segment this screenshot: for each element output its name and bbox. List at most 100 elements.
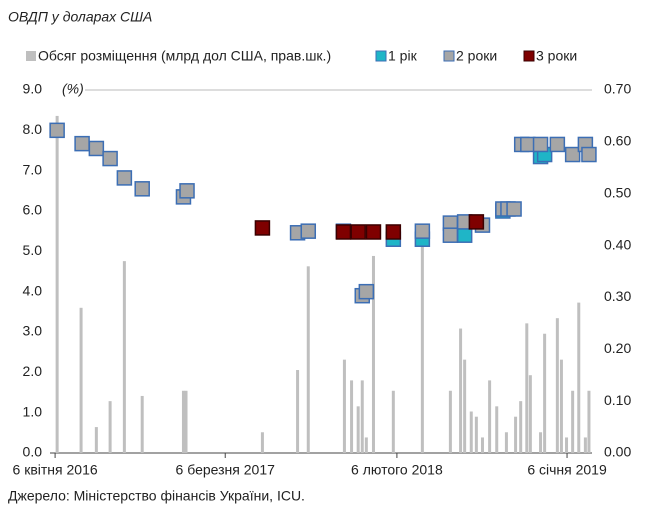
legend-label: 3 роки (536, 48, 577, 64)
point (88, 140, 105, 157)
y-tick-label: 3.0 (23, 323, 43, 339)
point (442, 227, 459, 243)
bar (463, 359, 467, 453)
bar (306, 266, 310, 453)
bar (342, 359, 346, 453)
bar (469, 411, 473, 453)
bar (296, 370, 300, 453)
y-tick-label: 5.0 (23, 242, 43, 258)
legend-label: 1 рік (388, 48, 418, 64)
y2-tick-label: 0.30 (604, 288, 631, 304)
y-tick-label: 9.0 (23, 81, 43, 97)
bar (140, 395, 144, 453)
bar (55, 115, 59, 453)
bar (480, 437, 484, 453)
legend-swatch (375, 50, 387, 62)
bar (371, 255, 375, 453)
point (300, 223, 317, 239)
point (506, 201, 522, 217)
x-tick-label: 6 січня 2019 (527, 462, 607, 478)
y-tick-label: 1.0 (23, 403, 43, 419)
y2-tick-label: 0.00 (604, 444, 631, 460)
bar (543, 333, 547, 453)
point (532, 136, 549, 153)
point (414, 223, 431, 239)
bar (260, 432, 264, 453)
bar (539, 432, 543, 453)
point (134, 181, 150, 197)
bar (79, 307, 83, 453)
bar (108, 401, 112, 453)
bar (559, 359, 563, 453)
point (564, 146, 581, 163)
y2-tick-label: 0.60 (604, 133, 631, 149)
bar (504, 432, 508, 453)
bar (356, 406, 360, 453)
bar (474, 416, 478, 453)
point (335, 224, 352, 240)
bar (360, 380, 364, 453)
bar (577, 302, 581, 453)
point (49, 122, 65, 139)
point (102, 150, 118, 167)
point (520, 136, 536, 153)
point (549, 136, 566, 153)
bar (555, 318, 559, 453)
x-tick-label: 6 квітня 2016 (13, 462, 98, 478)
point (74, 135, 90, 152)
bar (587, 390, 591, 453)
point (254, 220, 271, 236)
point (365, 224, 382, 240)
y-tick-label: 4.0 (23, 282, 43, 298)
bar (571, 390, 575, 453)
bar (391, 390, 395, 453)
y2-tick-label: 0.40 (604, 236, 631, 252)
point (358, 283, 375, 300)
y-axis-label: (%) (62, 81, 84, 97)
legend: Обсяг розміщення (млрд дол США, прав.шк.… (26, 48, 577, 64)
point (116, 170, 133, 186)
y-tick-label: 7.0 (23, 161, 43, 177)
y2-tick-label: 0.20 (604, 340, 631, 356)
bar (488, 380, 492, 453)
point (179, 183, 195, 199)
y2-tick-label: 0.10 (604, 392, 631, 408)
legend-swatch (523, 50, 535, 62)
y2-tick-label: 0.50 (604, 184, 631, 200)
bar (459, 328, 463, 453)
bar (519, 401, 523, 453)
bar (583, 437, 587, 453)
legend-swatch (26, 51, 36, 61)
bar (364, 437, 368, 453)
point (456, 227, 473, 243)
point (385, 224, 402, 240)
legend-label: 2 роки (456, 48, 497, 64)
bar (448, 390, 452, 453)
bar (184, 390, 188, 453)
y-tick-label: 6.0 (23, 202, 43, 218)
bar (528, 375, 532, 453)
bar (525, 323, 529, 453)
bar (94, 427, 98, 453)
point (581, 146, 597, 163)
source: Джерело: Міністерство фінансів України, … (8, 488, 305, 504)
chart-title: ОВДП у доларах США (8, 9, 152, 25)
legend-swatch (443, 50, 455, 62)
bar (122, 261, 126, 453)
bar (495, 406, 499, 453)
bar (420, 245, 424, 453)
bar (181, 390, 185, 453)
bar (350, 380, 354, 453)
bar (565, 437, 569, 453)
x-tick-label: 6 березня 2017 (176, 462, 276, 478)
x-tick-label: 6 лютого 2018 (351, 462, 443, 478)
legend-label: Обсяг розміщення (млрд дол США, прав.шк.… (38, 48, 331, 64)
y2-tick-label: 0.70 (604, 81, 631, 97)
y-tick-label: 0.0 (23, 444, 43, 460)
point (350, 224, 366, 240)
point (468, 214, 485, 230)
y-tick-label: 8.0 (23, 121, 43, 137)
y-tick-label: 2.0 (23, 363, 43, 379)
bar (514, 416, 518, 453)
